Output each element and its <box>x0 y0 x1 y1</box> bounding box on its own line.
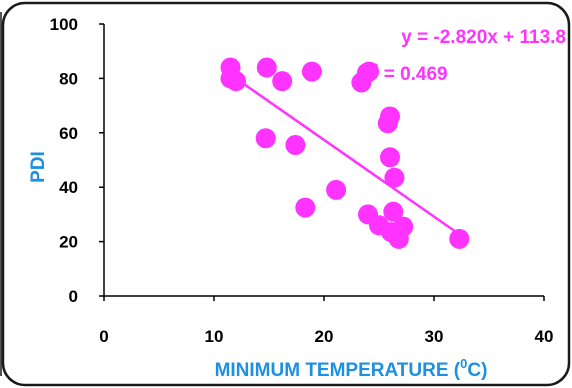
r-squared-value: = 0.469 <box>378 64 447 85</box>
data-point <box>359 61 380 82</box>
x-axis-ticks: 0 10 20 30 40 <box>99 296 553 346</box>
x-tick-label: 0 <box>99 327 108 346</box>
data-point <box>383 201 404 222</box>
data-point <box>384 167 405 188</box>
y-tick-label: 60 <box>59 124 78 143</box>
x-axis-title-end: C) <box>467 360 487 381</box>
y-axis-title: PDI <box>28 151 49 183</box>
data-point <box>326 179 347 200</box>
r-squared-prefix: R <box>358 64 372 85</box>
data-point <box>449 228 470 249</box>
data-point <box>255 128 276 149</box>
data-point <box>393 216 414 237</box>
data-point <box>380 147 400 168</box>
data-points <box>220 57 470 249</box>
trendline <box>229 73 461 236</box>
data-point <box>285 135 306 156</box>
data-point <box>272 71 293 92</box>
data-point <box>295 197 316 218</box>
x-axis-title-main: MINIMUM TEMPERATURE ( <box>215 360 461 381</box>
x-axis-title-superscript: 0 <box>460 356 467 371</box>
y-tick-label: 0 <box>69 287 78 306</box>
data-point <box>301 61 322 82</box>
x-tick-label: 20 <box>315 327 334 346</box>
y-tick-label: 80 <box>59 69 78 88</box>
trendline-equation: y = -2.820x + 113.8 <box>401 27 566 48</box>
x-tick-label: 30 <box>425 327 444 346</box>
x-tick-label: 40 <box>535 327 554 346</box>
x-tick-label: 10 <box>205 327 224 346</box>
data-point <box>256 57 277 78</box>
y-tick-label: 40 <box>59 178 78 197</box>
y-tick-label: 100 <box>50 15 78 34</box>
y-tick-label: 20 <box>59 233 78 252</box>
y-axis-ticks: 0 20 40 60 80 100 <box>50 15 104 306</box>
x-axis-title: MINIMUM TEMPERATURE (0C) <box>215 356 488 381</box>
data-point <box>226 71 246 92</box>
r-squared-superscript: 2 <box>372 61 379 75</box>
r-squared-label: R2 = 0.469 <box>358 61 448 85</box>
data-point <box>380 106 400 127</box>
